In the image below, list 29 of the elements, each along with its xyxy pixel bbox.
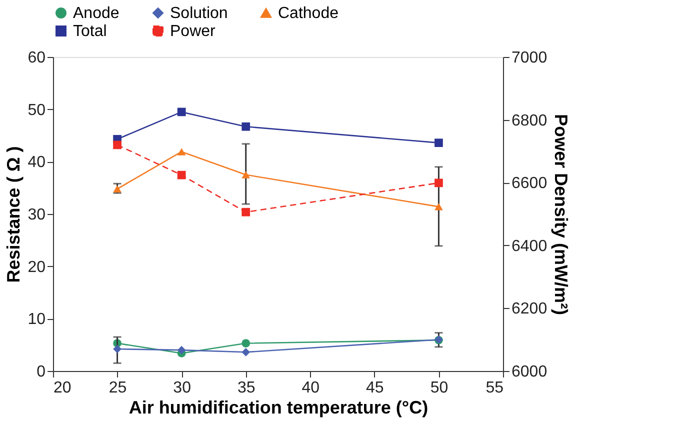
y-tick-label: 10 (28, 311, 46, 328)
x-tick-label: 50 (430, 380, 448, 396)
y-axis-title: Resistance ( Ω ) (4, 146, 24, 283)
x-tick-label: 20 (54, 380, 72, 396)
y2-tick-label: 6200 (512, 300, 548, 318)
x-tick-label: 30 (173, 380, 192, 396)
x-axis-title: Air humidification temperature (°C) (128, 398, 428, 418)
y2-axis-title: Power Density (mW/m²) (551, 114, 572, 316)
y2-tick-label: 6000 (512, 364, 548, 380)
y-tick-label: 50 (28, 102, 46, 119)
y2-tick-label: 6800 (512, 112, 548, 130)
legend-label: Power (170, 23, 216, 40)
legend-label: Anode (73, 5, 120, 22)
x-tick-label: 25 (108, 380, 127, 396)
y-tick-label: 0 (36, 364, 46, 380)
x-tick-label: 55 (486, 380, 504, 396)
legend-label: Total (73, 23, 107, 40)
x-tick-label: 45 (366, 380, 384, 396)
legend-label: Solution (170, 5, 228, 22)
y2-tick-label: 6400 (512, 238, 548, 255)
y-tick-label: 40 (28, 154, 46, 172)
y2-tick-label: 7000 (512, 50, 548, 66)
y-tick-label: 20 (28, 258, 46, 276)
legend-label: Cathode (278, 5, 339, 22)
y2-tick-label: 6600 (512, 175, 548, 192)
x-tick-label: 35 (237, 380, 256, 396)
x-tick-label: 40 (302, 380, 320, 396)
y-tick-label: 30 (28, 206, 46, 224)
y-tick-label: 60 (28, 50, 46, 66)
